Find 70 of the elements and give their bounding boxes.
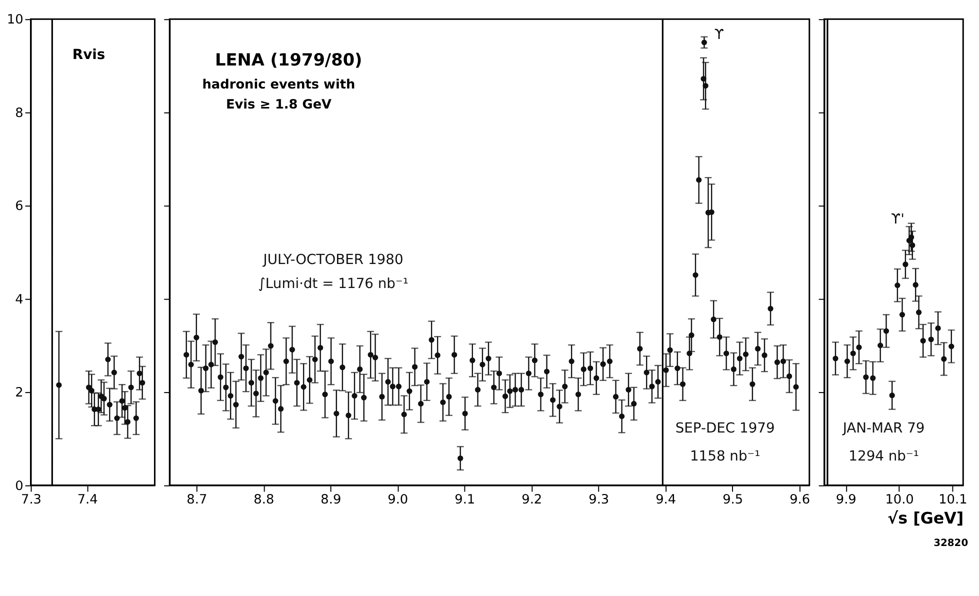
y-tick-label: 10 xyxy=(6,12,24,28)
point xyxy=(56,382,62,388)
point xyxy=(850,350,856,356)
x-tick-label: 8.9 xyxy=(320,492,342,508)
point xyxy=(128,384,134,390)
point xyxy=(941,356,947,362)
point xyxy=(863,374,869,380)
x-tick-label: 9.9 xyxy=(836,492,856,508)
point xyxy=(883,328,890,334)
x-tick-label: 10.0 xyxy=(885,492,914,508)
point xyxy=(878,342,884,348)
point xyxy=(122,405,128,411)
x-tick-label: 9.1 xyxy=(454,492,476,508)
point xyxy=(870,375,876,381)
point xyxy=(912,282,918,288)
point xyxy=(101,396,107,402)
point xyxy=(899,312,906,318)
point xyxy=(119,398,125,404)
y-tick-label: 0 xyxy=(15,478,24,494)
annotation: ϒ' xyxy=(890,211,904,228)
point xyxy=(106,402,112,408)
x-tick-label: 9.3 xyxy=(588,492,610,508)
point xyxy=(88,388,94,394)
point xyxy=(832,356,838,362)
annotation: SEP-DEC 1979 xyxy=(675,420,775,437)
y-tick-label: 4 xyxy=(15,292,24,308)
point xyxy=(948,344,954,350)
point xyxy=(902,262,908,268)
x-tick-label: 8.7 xyxy=(186,492,208,508)
point xyxy=(935,325,941,331)
annotation: JAN-MAR 79 xyxy=(842,420,925,437)
point xyxy=(844,358,850,364)
point xyxy=(856,344,862,350)
point xyxy=(96,406,102,412)
point xyxy=(136,370,142,376)
point xyxy=(916,310,922,316)
x-tick-label: 9.5 xyxy=(722,492,744,508)
x-axis-title: √s [GeV] xyxy=(888,508,964,528)
point xyxy=(908,234,914,240)
x-tick-label: 9.4 xyxy=(656,492,676,508)
y-tick-label: 2 xyxy=(15,386,24,401)
point xyxy=(894,282,900,288)
y-axis-title: Rvis xyxy=(72,46,106,63)
x-tick-label: 9.2 xyxy=(522,492,542,508)
point xyxy=(105,356,111,362)
x-tick-label: 9.0 xyxy=(388,492,408,508)
y-tick-label: 6 xyxy=(15,199,24,214)
annotation: 1294 nb⁻¹ xyxy=(848,448,919,465)
annotation: ∫Lumi·dt = 1176 nb⁻¹ xyxy=(258,276,408,292)
x-tick-label: 7.4 xyxy=(77,492,98,508)
point xyxy=(910,242,916,248)
point xyxy=(889,392,895,398)
point xyxy=(124,419,130,425)
text: LENA (1979/80) xyxy=(215,50,362,70)
point xyxy=(920,338,926,344)
y-tick-label: 8 xyxy=(15,106,24,121)
annotation: ϒ xyxy=(714,26,724,43)
x-tick-label: 7.3 xyxy=(21,492,42,508)
point xyxy=(114,415,120,421)
point xyxy=(111,370,117,376)
x-tick-label: 9.6 xyxy=(790,492,810,508)
text: 32820 xyxy=(934,538,968,549)
point xyxy=(140,380,146,386)
annotation: 1158 nb⁻¹ xyxy=(690,448,760,465)
annotation: JULY-OCTOBER 1980 xyxy=(262,252,404,268)
point xyxy=(928,336,934,342)
point xyxy=(133,415,139,421)
x-tick-label: 8.8 xyxy=(254,492,274,508)
x-tick-label: 10.1 xyxy=(938,492,968,508)
text: hadronic events with Evis ≥ 1.8 GeV xyxy=(202,78,356,112)
